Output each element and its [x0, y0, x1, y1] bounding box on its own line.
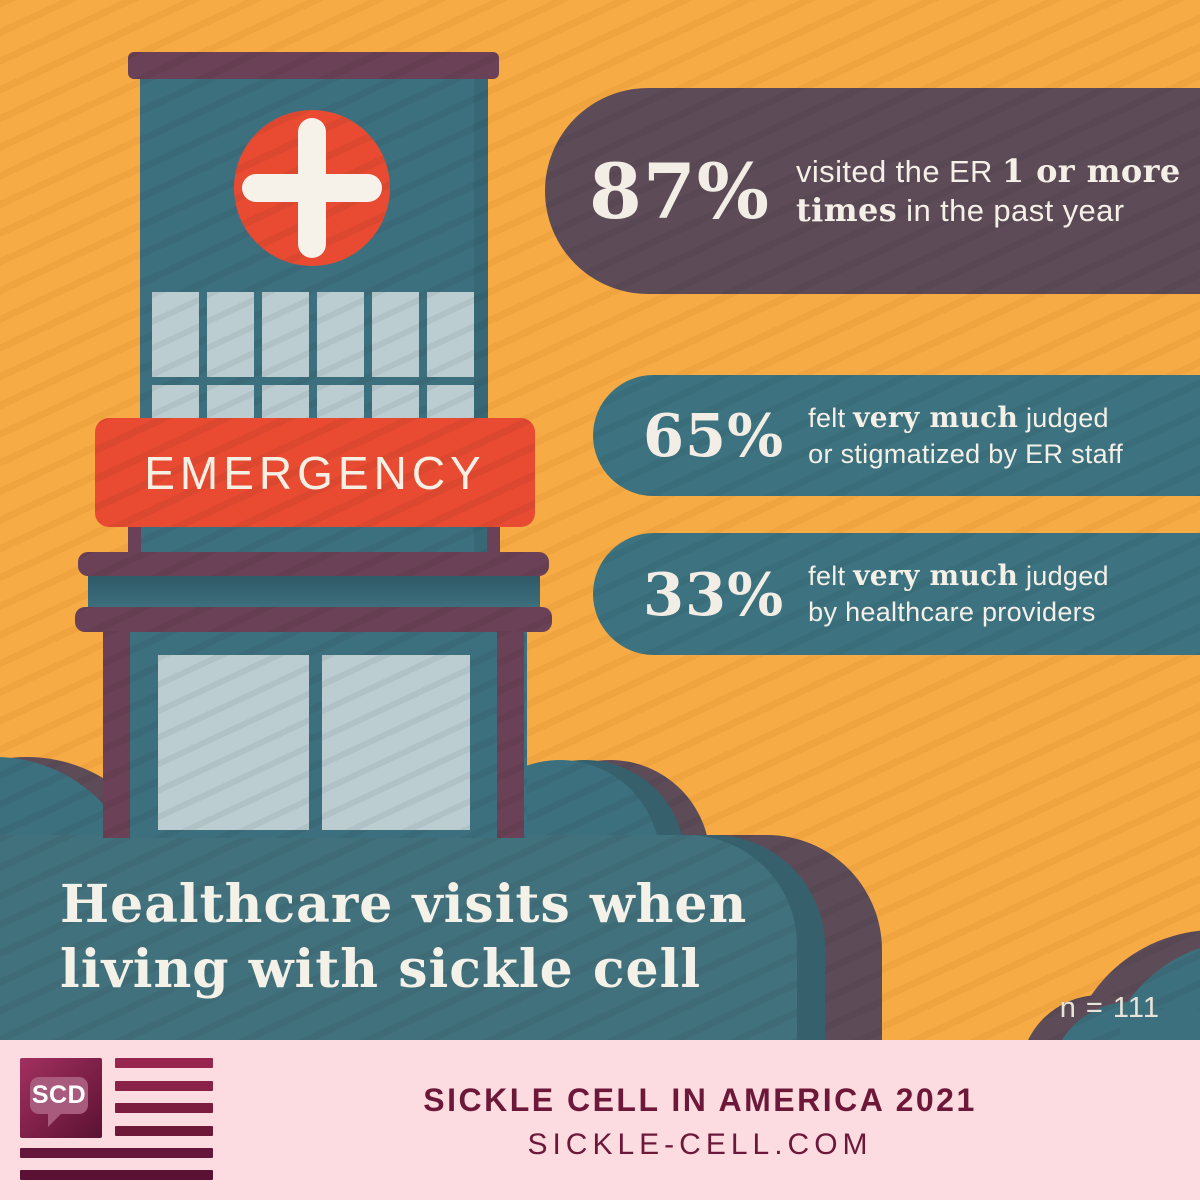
canopy-wall [88, 576, 540, 609]
stat-text-line2: or stigmatized by ER staff [808, 438, 1124, 469]
corner-cloud-fill [1120, 1010, 1200, 1040]
window-pane [372, 292, 419, 377]
page-title-line2: living with sickle cell [60, 939, 702, 1000]
stat-text-line2: times in the past year [795, 191, 1125, 229]
window-pane [427, 292, 474, 377]
scd-logo-speech-bubble-icon: SCD [30, 1077, 88, 1114]
stat-text-line2: by healthcare providers [808, 597, 1096, 627]
entrance-door-right [322, 655, 470, 830]
window-pane [207, 292, 254, 377]
canopy-beam-upper [78, 552, 549, 576]
logo-flag-stripe [115, 1081, 213, 1091]
window-pane [152, 292, 199, 377]
stat-value: 65% [643, 401, 785, 470]
stat-pill-er-visits: 87% visited the ER 1 or more times in th… [545, 88, 1200, 294]
emergency-sign: EMERGENCY [95, 418, 535, 527]
window-pane [317, 292, 364, 377]
entrance-column-left [103, 631, 130, 838]
medical-cross-icon-vertical [298, 118, 326, 258]
footer-text-block: SICKLE CELL IN AMERICA 2021 SICKLE-CELL.… [220, 1082, 1180, 1162]
logo-flag-stripe-long [20, 1148, 213, 1158]
website-url: SICKLE-CELL.COM [527, 1128, 873, 1161]
logo-flag-stripe [115, 1126, 213, 1136]
stat-value: 33% [643, 559, 785, 629]
window-pane [262, 292, 309, 377]
canopy-beam-lower [75, 607, 552, 632]
entrance-door-left [158, 655, 309, 830]
stat-text-line1: felt very much judged [808, 400, 1109, 434]
ground-band [0, 835, 797, 1040]
stat-text: felt very much judged by healthcare prov… [808, 558, 1109, 630]
page-title-line1: Healthcare visits when [60, 874, 748, 935]
stat-text: felt very much judged or stigmatized by … [808, 400, 1123, 472]
page-title: Healthcare visits when living with sickl… [60, 872, 820, 1002]
stat-pill-er-stigma: 65% felt very much judged or stigmatized… [593, 375, 1200, 496]
logo-flag-stripe-long [20, 1170, 213, 1180]
logo-flag-stripe [115, 1058, 213, 1068]
stat-text-line1: visited the ER 1 or more [795, 152, 1181, 190]
stat-text-line1: felt very much judged [808, 559, 1109, 592]
sign-post-right [487, 525, 500, 554]
entrance-column-right [497, 631, 524, 838]
hospital-roof [128, 52, 499, 79]
stat-pill-provider-judgement: 33% felt very much judged by healthcare … [593, 533, 1200, 655]
stat-text: visited the ER 1 or more times in the pa… [796, 152, 1181, 230]
sample-size-label: n = 111 [1059, 992, 1160, 1024]
logo-flag-stripe [115, 1103, 213, 1113]
scd-logo-bubble-tail [48, 1113, 62, 1127]
campaign-title: SICKLE CELL IN AMERICA 2021 [423, 1082, 977, 1118]
stat-value: 87% [589, 146, 770, 236]
emergency-sign-label: EMERGENCY [144, 446, 486, 499]
sign-post-left [128, 525, 141, 554]
